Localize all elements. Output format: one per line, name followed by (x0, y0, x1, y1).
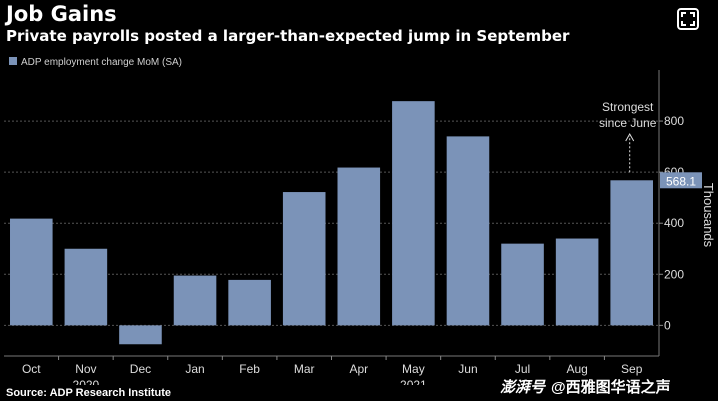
y-tick-label: 0 (664, 318, 671, 332)
x-tick-label: Jul (515, 362, 530, 376)
bar (173, 275, 217, 326)
expand-icon[interactable] (677, 8, 699, 30)
x-tick-label: Apr (349, 362, 368, 376)
x-tick-label: May (402, 362, 425, 376)
y-tick-label: 400 (664, 216, 684, 230)
bar (610, 180, 653, 326)
x-tick-label: Jan (185, 362, 204, 376)
bar (282, 192, 326, 326)
y-tick-label: 200 (664, 267, 684, 281)
annotation-text: Strongest (602, 100, 654, 114)
bar (64, 248, 108, 326)
year-label: 2021 (400, 378, 427, 385)
annotation-arrowhead (625, 132, 635, 142)
legend-swatch (9, 57, 17, 65)
x-tick-label: Dec (130, 362, 151, 376)
legend-label: ADP employment change MoM (SA) (21, 57, 182, 68)
watermark: 澎湃号 @西雅图华语之声 (500, 376, 671, 397)
value-label: 568.1 (666, 174, 696, 188)
x-tick-label: Nov (75, 362, 96, 376)
x-tick-label: Jun (458, 362, 477, 376)
bar (228, 279, 271, 326)
chart-subtitle: Private payrolls posted a larger-than-ex… (6, 27, 570, 45)
bar (392, 101, 435, 326)
bar (446, 136, 490, 326)
bar (501, 243, 544, 326)
annotation-text: since June (599, 116, 657, 130)
x-tick-label: Oct (22, 362, 41, 376)
bar (337, 167, 381, 326)
bar-chart: ADP employment change MoM (SA)0200400600… (4, 57, 716, 392)
bar (10, 218, 53, 326)
x-tick-label: Mar (294, 362, 315, 376)
chart-title: Job Gains (6, 2, 117, 26)
bar (555, 238, 599, 326)
y-axis-title: Thousands (701, 183, 716, 248)
value-label-box (660, 172, 702, 189)
x-tick-label: Feb (239, 362, 260, 376)
bar (119, 325, 162, 345)
y-tick-label: 800 (664, 114, 684, 128)
x-tick-label: Sep (621, 362, 643, 376)
x-tick-label: Aug (566, 362, 587, 376)
watermark-text: @西雅图华语之声 (551, 379, 671, 396)
year-label: 2020 (73, 378, 100, 385)
chart-area: ADP employment change MoM (SA) 0 200 400 600… (4, 50, 718, 392)
watermark-logo: 澎湃号 (500, 379, 546, 396)
source-note: Source: ADP Research Institute (6, 387, 172, 399)
